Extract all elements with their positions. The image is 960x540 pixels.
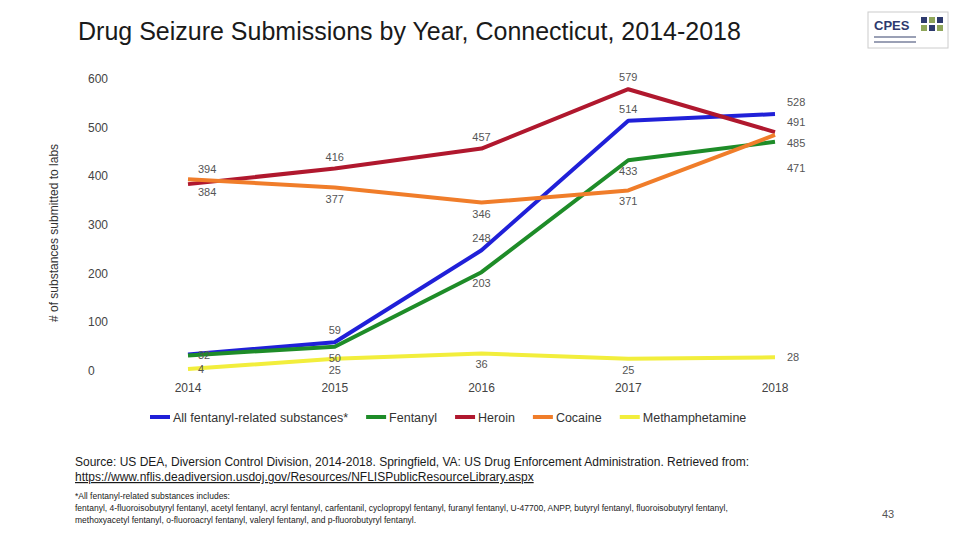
legend-swatch (533, 415, 553, 419)
footnote: methoxyacetyl fentanyl, o-fluoroacryl fe… (75, 515, 416, 525)
y-tick-label: 500 (88, 121, 108, 135)
data-label: 248 (472, 232, 490, 244)
data-label: 528 (787, 96, 805, 108)
data-label: 25 (622, 364, 634, 376)
data-labels: 59 248 514 528 32 50 203 433 471 384 416 457 579 491 3… (198, 71, 805, 376)
legend-label: Fentanyl (389, 411, 437, 425)
x-tick-label: 2016 (468, 381, 495, 395)
data-label: 514 (619, 103, 637, 115)
legend: All fentanyl-related substances* Fentanyl… (150, 411, 746, 425)
data-label: 25 (329, 364, 341, 376)
data-label: 32 (198, 349, 210, 361)
source-url: https://www.nflis.deadiversion.usdoj.gov… (75, 470, 534, 484)
data-label: 377 (326, 193, 344, 205)
footnote: fentanyl, 4-fluoroisobutyryl fentanyl, a… (75, 503, 728, 513)
data-label: 416 (326, 151, 344, 163)
data-label: 485 (787, 137, 805, 149)
data-label: 579 (619, 71, 637, 83)
y-tick-label: 100 (88, 315, 108, 329)
data-label: 36 (475, 358, 487, 370)
y-tick-label: 0 (88, 364, 95, 378)
x-tick-label: 2015 (321, 381, 348, 395)
legend-swatch (150, 415, 170, 419)
data-label: 433 (619, 165, 637, 177)
logo-square (937, 25, 943, 31)
x-tick-label: 2018 (762, 381, 789, 395)
x-tick-label: 2014 (175, 381, 202, 395)
y-tick-label: 600 (88, 72, 108, 86)
data-label: 203 (472, 277, 490, 289)
y-tick-label: 400 (88, 169, 108, 183)
data-label: 471 (787, 162, 805, 174)
data-label: 394 (198, 163, 216, 175)
lines (188, 89, 775, 369)
page: Drug Seizure Submissions by Year, Connec… (0, 0, 960, 540)
y-tick-label: 200 (88, 267, 108, 281)
legend-label: Cocaine (556, 411, 602, 425)
data-label: 457 (472, 131, 490, 143)
data-label: 384 (198, 186, 216, 198)
legend-swatch (620, 415, 640, 419)
logo-square (937, 17, 943, 23)
y-tick-label: 300 (88, 218, 108, 232)
logo-square (921, 25, 927, 31)
logo-square (929, 17, 935, 23)
legend-label: Heroin (478, 411, 515, 425)
series-line (188, 135, 775, 203)
logo-frame (868, 12, 948, 48)
footnote: *All fentanyl-related substances include… (75, 491, 230, 501)
data-label: 28 (787, 351, 799, 363)
title: Drug Seizure Submissions by Year, Connec… (78, 17, 741, 45)
x-tick-label: 2017 (615, 381, 642, 395)
y-axis-label: # of substances submitted to labs (47, 144, 61, 322)
source: Source: US DEA, Diversion Control Divisi… (75, 455, 749, 469)
data-label: 4 (198, 363, 204, 375)
data-label: 346 (472, 208, 490, 220)
logo-square (921, 17, 927, 23)
logo-line (874, 36, 916, 38)
logo: CPES (868, 12, 948, 48)
legend-label: Methamphetamine (643, 411, 747, 425)
legend-swatch (366, 415, 386, 419)
logo-text: CPES (874, 18, 910, 33)
data-label: 50 (329, 352, 341, 364)
legend-label: All fentanyl-related substances* (173, 411, 348, 425)
logo-line (874, 41, 916, 43)
data-label: 371 (619, 195, 637, 207)
logo-square (929, 25, 935, 31)
legend-swatch (455, 415, 475, 419)
data-label: 491 (787, 116, 805, 128)
data-label: 59 (329, 324, 341, 336)
page-number: 43 (882, 508, 894, 520)
